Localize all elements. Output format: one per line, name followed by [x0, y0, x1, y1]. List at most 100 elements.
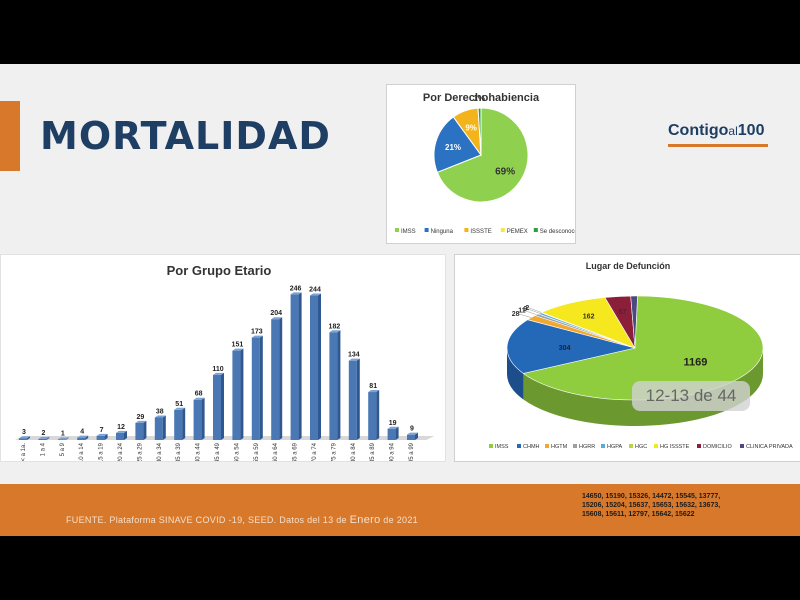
data-label: 9 [523, 306, 527, 313]
accent-bar [0, 101, 20, 171]
legend-swatch-chmh [517, 444, 521, 448]
value-label: 1 [61, 430, 65, 437]
source-prefix: FUENTE. Plataforma SINAVE COVID -19, SEE… [66, 515, 350, 525]
chart-title: Lugar de Defunción [586, 261, 671, 271]
bar-top [407, 432, 418, 435]
case-id-list: 14650, 15190, 15326, 14472, 15545, 13777… [582, 493, 721, 518]
bar-side [376, 390, 380, 440]
derechohabiencia-svg: Por Derechohabiencia 69% 21% 9% 1% IMSS Ningun… [395, 92, 578, 235]
data-label: 9% [465, 124, 477, 133]
value-label: 246 [290, 285, 302, 292]
bar [387, 428, 396, 440]
bar-side [27, 436, 30, 440]
bar [368, 392, 377, 440]
bar [135, 422, 144, 440]
bar-side [337, 330, 341, 440]
legend-swatch-issste [464, 228, 469, 232]
value-label: 68 [195, 391, 203, 398]
bar-side [221, 372, 224, 440]
bar-top [213, 372, 224, 375]
legend-label-se-desconoce: Se desconoce [540, 229, 575, 235]
legend-swatch-imss [489, 444, 493, 448]
category-label: 45 a 49 [215, 442, 221, 461]
bar-top [387, 426, 399, 429]
bar-side [162, 415, 166, 440]
legend-label-hgrr: HGRR [579, 444, 595, 450]
bar-side [46, 436, 50, 440]
bar [38, 438, 47, 440]
bar-top [232, 348, 244, 351]
data-label: 1169 [683, 357, 707, 369]
legend-label-pemex: PEMEX [507, 229, 528, 235]
data-label: 21% [445, 143, 461, 152]
pie-slice-clinica-privada [630, 295, 638, 349]
bar-side [104, 433, 108, 440]
bar [57, 439, 66, 440]
bar-top [174, 407, 186, 410]
bar [213, 374, 221, 440]
leader-line [515, 312, 532, 318]
category-label: 35 a 39 [176, 442, 182, 461]
bar-top [116, 430, 127, 433]
category-label: 10 a 14 [79, 442, 85, 461]
legend-swatch-ninguna [424, 228, 429, 232]
bar [348, 360, 357, 440]
category-label: 5 a 9 [60, 442, 66, 456]
value-label: 9 [410, 426, 414, 433]
bar-top [271, 317, 283, 320]
legend-label-clinica-privada: CLINICA PRIVADA [746, 444, 793, 450]
data-label: 1% [473, 94, 485, 103]
data-label: 304 [559, 345, 571, 352]
bar-top [193, 397, 205, 400]
bar [19, 438, 27, 440]
legend-swatch-hgtm [545, 444, 549, 448]
category-label: 50 a 54 [234, 442, 240, 461]
category-label: 95 a 99 [409, 442, 415, 461]
bar-top [348, 358, 360, 361]
category-label: 65 a 69 [293, 442, 299, 461]
legend-swatch-domicilio [697, 444, 701, 448]
bar-top [135, 420, 147, 423]
value-label: 29 [137, 414, 145, 421]
pie-slice-chmh [506, 319, 636, 374]
data-label: 69% [495, 166, 515, 177]
bar-side [356, 358, 360, 440]
value-label: 173 [251, 329, 263, 336]
source-month: Enero [349, 514, 381, 526]
value-label: 7 [100, 427, 104, 434]
value-label: 151 [232, 342, 244, 349]
category-label: 55 a 59 [254, 442, 260, 461]
bar-top [19, 436, 30, 439]
bar [232, 350, 241, 440]
bar-side [85, 435, 89, 440]
legend-swatch-pemex [500, 228, 505, 232]
pie-slice-imss [436, 107, 529, 203]
value-label: 81 [369, 383, 377, 390]
chart-title: Por Grupo Etario [167, 263, 272, 278]
category-label: 90 a 94 [390, 442, 396, 461]
legend-label-issste: ISSSTE [470, 229, 491, 235]
bar-side [318, 293, 321, 440]
value-label: 3 [22, 429, 26, 436]
data-label: 11 [518, 308, 526, 315]
bar-side [298, 292, 302, 440]
category-label: 70 a 74 [312, 442, 318, 461]
bar [290, 294, 299, 440]
data-label: 28 [512, 311, 520, 318]
value-label: 4 [80, 429, 84, 436]
bar [96, 435, 105, 440]
legend-swatch-se-desconoce [533, 228, 538, 232]
bar-top [310, 293, 321, 296]
leader-line [525, 307, 540, 314]
bar-top [154, 415, 166, 418]
bar-side [143, 420, 147, 440]
value-label: 19 [389, 420, 397, 427]
bar-top [57, 437, 69, 440]
bar-side [415, 432, 418, 440]
bar [310, 295, 318, 440]
bar-top [329, 330, 341, 333]
category-label: 80 a 84 [351, 442, 357, 461]
value-label: 204 [270, 310, 282, 317]
bar [251, 337, 260, 440]
